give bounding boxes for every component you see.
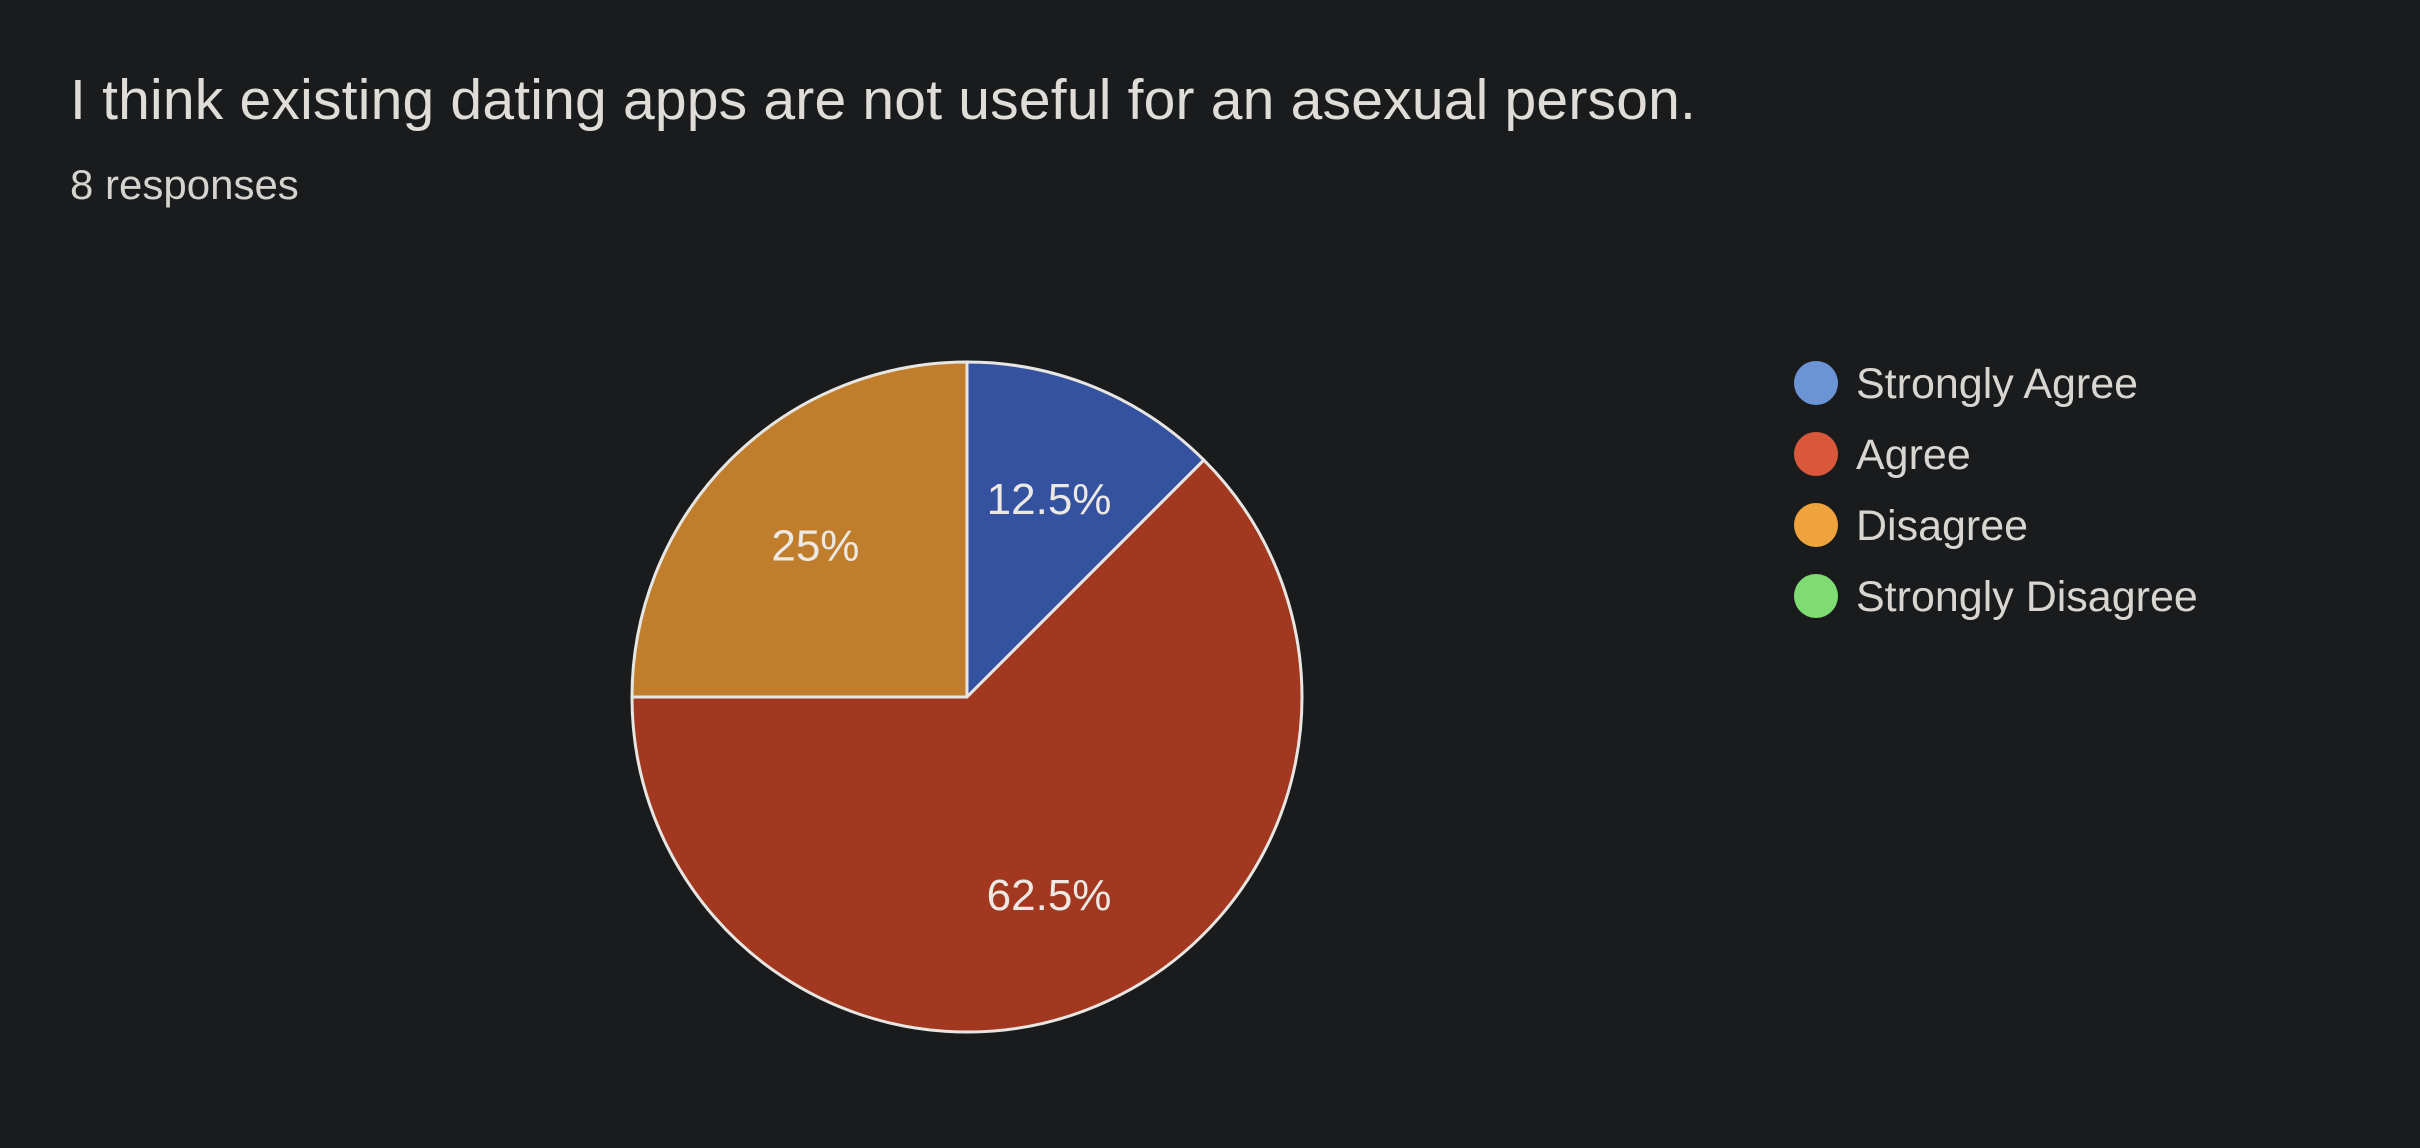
legend-swatch-strongly-disagree [1794,574,1838,618]
legend-swatch-agree [1794,432,1838,476]
pie-slice-labels: 12.5% 62.5% 25% [771,475,1111,920]
legend-label-disagree[interactable]: Disagree [1856,502,2028,550]
response-count: 8 responses [70,161,299,208]
legend-label-agree[interactable]: Agree [1856,431,1971,479]
legend-swatch-disagree [1794,503,1838,547]
slice-label-agree: 62.5% [987,871,1112,920]
question-header: I think existing dating apps are not use… [70,60,1696,210]
pie-slices [630,360,1304,1034]
chart-legend: Strongly Agree Agree Disagree Strongly Disa… [1794,360,2198,621]
legend-label-strongly-agree[interactable]: Strongly Agree [1856,360,2138,408]
slice-label-disagree: 25% [771,521,859,570]
question-title: I think existing dating apps are not use… [70,68,1697,132]
legend-swatch-strongly-agree [1794,361,1838,405]
slice-label-strongly-agree: 12.5% [987,475,1112,524]
legend-label-strongly-disagree[interactable]: Strongly Disagree [1856,573,2198,621]
pie-slice-agree [630,458,1304,1034]
pie-slice-strongly-agree [965,360,1206,699]
pie-slice-disagree [630,360,969,699]
